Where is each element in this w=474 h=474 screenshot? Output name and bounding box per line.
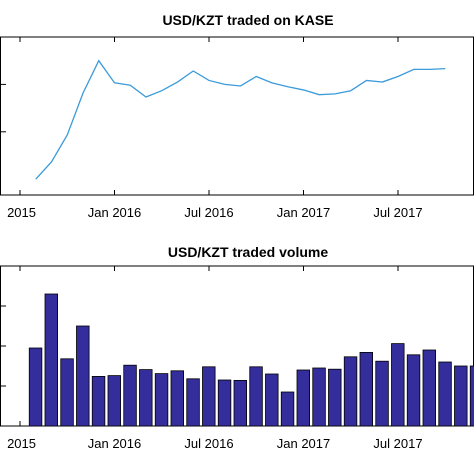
traded-volume-chart: USD/KZT traded volume 2015 Jan 2016 Jul 20… [0, 244, 474, 451]
volume-bar [91, 375, 106, 427]
volume-bar [469, 365, 474, 427]
volume-bar [422, 349, 437, 427]
x-tick-label: Jul 2017 [373, 205, 422, 220]
volume-bar [123, 364, 137, 427]
volume-bar [343, 356, 358, 427]
volume-bar [359, 351, 374, 427]
plot-area [35, 59, 446, 180]
volume-bar [265, 373, 279, 427]
volume-bar [296, 369, 311, 427]
volume-bar [139, 369, 153, 427]
x-tick-label: Jul 2016 [184, 205, 233, 220]
volume-bar [44, 293, 59, 427]
volume-bar [312, 367, 326, 427]
volume-bar [154, 373, 169, 427]
volume-bar [375, 360, 389, 427]
volume-bar [328, 368, 342, 427]
x-tick-label: 2015 [7, 436, 36, 451]
axes-frame [0, 36, 474, 196]
x-tick-label: Jan 2017 [277, 436, 331, 451]
kase-price-chart: USD/KZT traded on KASE 2015 Jan 2016 Jul 2… [0, 12, 474, 220]
x-tick-label: Jan 2016 [88, 205, 142, 220]
x-tick-label: Jan 2016 [88, 436, 142, 451]
volume-bar [406, 354, 421, 427]
volume-bar [217, 379, 232, 427]
series-line [35, 59, 446, 180]
volume-bar [28, 347, 43, 427]
volume-bar [60, 358, 74, 427]
volume-bar [249, 366, 263, 427]
x-tick-label: Jan 2017 [277, 205, 331, 220]
volume-bar [107, 375, 122, 427]
volume-bar [202, 366, 216, 427]
volume-bar [454, 365, 468, 427]
volume-bar [438, 361, 452, 427]
x-tick-label: 2015 [7, 205, 36, 220]
chart-title: USD/KZT traded volume [168, 244, 328, 260]
volume-bar [280, 391, 295, 427]
x-tick-label: Jul 2016 [184, 436, 233, 451]
volume-bar [233, 379, 248, 427]
volume-bar [170, 370, 185, 427]
volume-bar [76, 325, 90, 427]
chart-title: USD/KZT traded on KASE [162, 12, 333, 28]
volume-bar [186, 378, 200, 427]
plot-area [28, 293, 474, 427]
volume-bar [391, 343, 405, 427]
x-tick-label: Jul 2017 [373, 436, 422, 451]
